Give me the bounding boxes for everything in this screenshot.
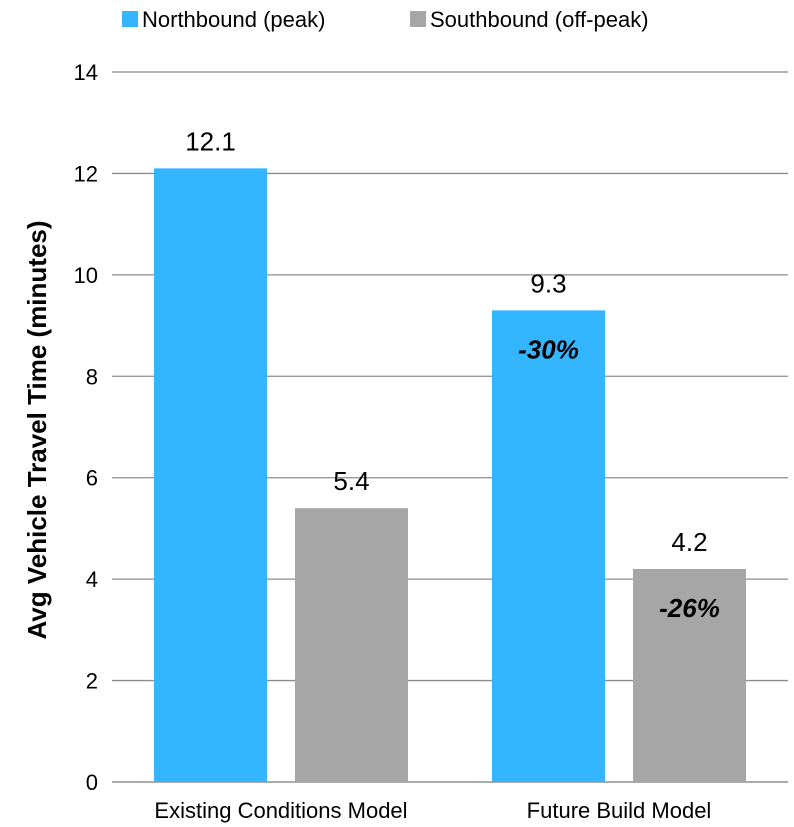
y-tick-label: 10 bbox=[74, 263, 98, 288]
data-label: 12.1 bbox=[185, 126, 236, 156]
y-axis-label: Avg Vehicle Travel Time (minutes) bbox=[22, 220, 52, 639]
legend-swatch bbox=[410, 11, 426, 27]
bar-southbound bbox=[633, 569, 746, 782]
legend: Northbound (peak) Southbound (off-peak) bbox=[122, 7, 649, 32]
legend-entry: Northbound (peak) bbox=[142, 7, 325, 32]
y-tick-label: 8 bbox=[86, 364, 98, 389]
bars bbox=[154, 168, 746, 782]
data-label: 9.3 bbox=[530, 268, 566, 298]
bar-northbound bbox=[492, 310, 605, 782]
y-tick-label: 14 bbox=[74, 60, 98, 85]
percent-change-label: -30% bbox=[518, 334, 579, 364]
y-axis-ticks: 0 2 4 6 8 10 12 14 bbox=[74, 60, 98, 795]
bar-southbound bbox=[295, 508, 408, 782]
data-labels: 12.1 5.4 9.3 -30% 4.2 -26% bbox=[185, 126, 720, 623]
y-tick-label: 0 bbox=[86, 770, 98, 795]
x-category-label: Existing Conditions Model bbox=[154, 798, 407, 823]
y-tick-label: 12 bbox=[74, 161, 98, 186]
legend-swatch bbox=[122, 11, 138, 27]
y-tick-label: 6 bbox=[86, 466, 98, 491]
legend-entry: Southbound (off-peak) bbox=[430, 7, 649, 32]
y-tick-label: 4 bbox=[86, 567, 98, 592]
x-category-label: Future Build Model bbox=[527, 798, 712, 823]
bar-northbound bbox=[154, 168, 267, 782]
x-axis-categories: Existing Conditions Model Future Build Mo… bbox=[154, 798, 711, 823]
data-label: 4.2 bbox=[671, 527, 707, 557]
y-tick-label: 2 bbox=[86, 669, 98, 694]
percent-change-label: -26% bbox=[659, 593, 720, 623]
data-label: 5.4 bbox=[333, 466, 369, 496]
